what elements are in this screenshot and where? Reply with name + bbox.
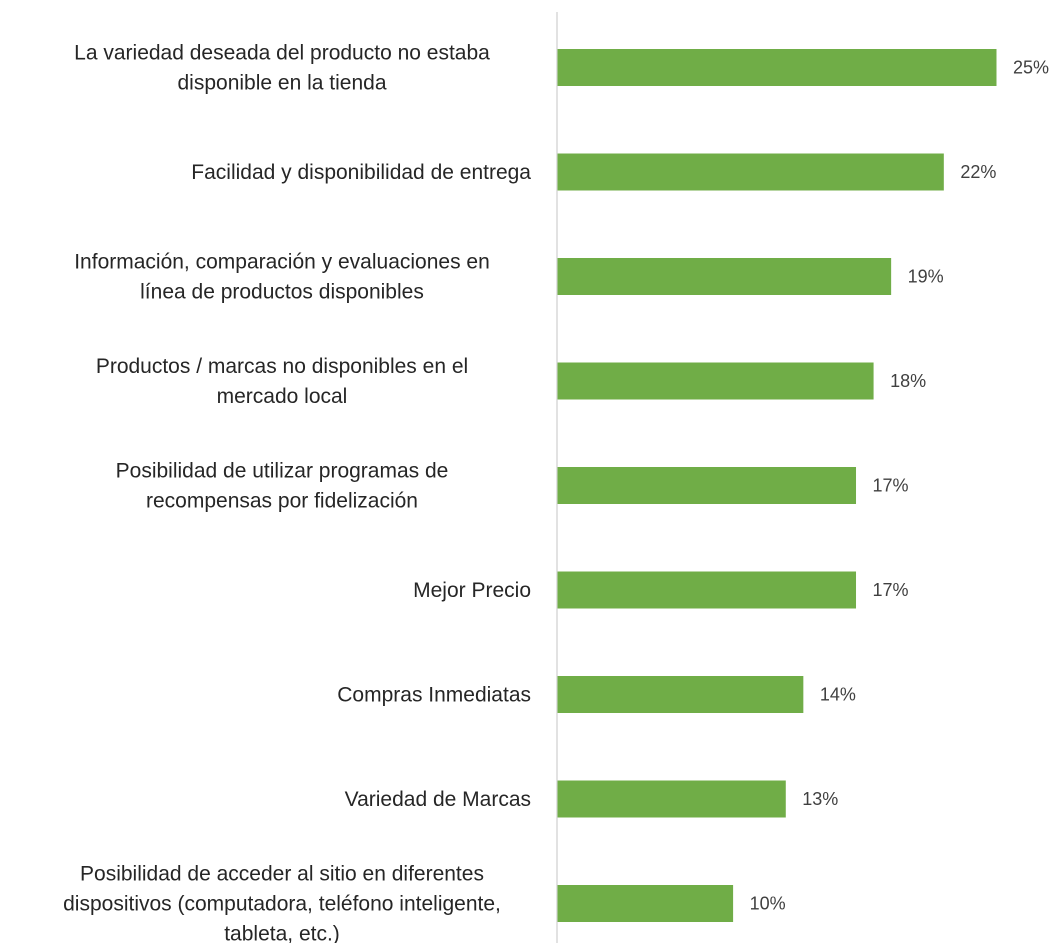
category-label-line: mercado local: [217, 385, 348, 408]
value-labels-group: 25% 22% 19% 18% 17% 17% 14% 13% 10%: [750, 58, 1049, 914]
bar: [557, 258, 892, 295]
category-label-line: Mejor Precio: [413, 579, 531, 602]
bar: [557, 49, 997, 86]
value-label: 25%: [1013, 58, 1049, 78]
bars-group: [557, 49, 997, 922]
value-label: 17%: [873, 580, 909, 600]
category-label: Posibilidad de utilizar programas de reco…: [116, 460, 449, 513]
category-label-line: Información, comparación y evaluaciones …: [74, 251, 490, 274]
category-label: Mejor Precio: [413, 579, 531, 602]
category-label: Productos / marcas no disponibles en el m…: [96, 355, 468, 408]
category-label-line: Facilidad y disponibilidad de entrega: [191, 161, 531, 184]
value-label: 13%: [802, 789, 838, 809]
bar: [557, 780, 786, 818]
bar: [557, 153, 944, 191]
category-label: Facilidad y disponibilidad de entrega: [191, 161, 531, 184]
category-label: Compras Inmediatas: [337, 684, 531, 707]
category-label-line: Posibilidad de acceder al sitio en difer…: [80, 863, 484, 886]
value-label: 17%: [873, 476, 909, 496]
category-label: Posibilidad de acceder al sitio en difer…: [63, 863, 501, 943]
value-label: 14%: [820, 685, 856, 705]
bar: [557, 885, 734, 922]
category-label-line: Compras Inmediatas: [337, 684, 531, 707]
category-label-line: disponible en la tienda: [178, 72, 387, 95]
category-labels-group: La variedad deseada del producto no esta…: [63, 42, 531, 943]
category-label-line: línea de productos disponibles: [140, 281, 424, 304]
category-label-line: Posibilidad de utilizar programas de: [116, 460, 449, 483]
category-label: Variedad de Marcas: [345, 788, 531, 811]
value-label: 10%: [750, 894, 786, 914]
category-label-line: dispositivos (computadora, teléfono inte…: [63, 893, 501, 916]
category-label-line: recompensas por fidelización: [146, 490, 418, 513]
value-label: 18%: [890, 371, 926, 391]
category-label: La variedad deseada del producto no esta…: [74, 42, 490, 95]
bar: [557, 467, 857, 504]
value-label: 19%: [908, 267, 944, 287]
category-label: Información, comparación y evaluaciones …: [74, 251, 490, 304]
category-label-line: La variedad deseada del producto no esta…: [74, 42, 490, 65]
category-label-line: Productos / marcas no disponibles en el: [96, 355, 468, 378]
category-label-line: Variedad de Marcas: [345, 788, 531, 811]
bar: [557, 676, 804, 713]
category-label-line: tableta, etc.): [224, 923, 340, 943]
value-label: 22%: [960, 162, 996, 182]
bar: [557, 362, 874, 400]
bar: [557, 571, 857, 609]
